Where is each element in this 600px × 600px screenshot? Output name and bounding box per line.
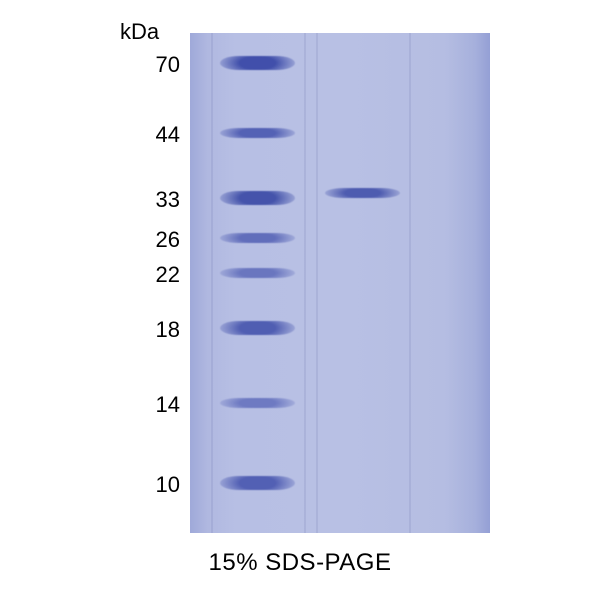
gel-background bbox=[190, 33, 490, 533]
marker-label: 44 bbox=[120, 122, 180, 148]
ladder-band bbox=[220, 476, 295, 490]
marker-label: 70 bbox=[120, 52, 180, 78]
marker-label: 33 bbox=[120, 187, 180, 213]
figure-caption: 15% SDS-PAGE bbox=[209, 549, 392, 577]
lane-edge bbox=[409, 33, 411, 533]
ladder-band bbox=[220, 191, 295, 205]
figure-frame: kDa 70 44 33 26 22 18 14 10 15 bbox=[0, 0, 600, 600]
axis-unit-label: kDa bbox=[120, 19, 159, 45]
ladder-band bbox=[220, 56, 295, 70]
lane-edge bbox=[316, 33, 318, 533]
ladder-band bbox=[220, 233, 295, 243]
ladder-band bbox=[220, 268, 295, 278]
ladder-band bbox=[220, 321, 295, 335]
ladder-band bbox=[220, 128, 295, 138]
marker-label: 22 bbox=[120, 262, 180, 288]
ladder-band bbox=[220, 398, 295, 408]
marker-label: 14 bbox=[120, 392, 180, 418]
gel-slab bbox=[190, 33, 490, 533]
lane-edge bbox=[211, 33, 213, 533]
lane-edge bbox=[304, 33, 306, 533]
marker-label: 26 bbox=[120, 227, 180, 253]
marker-label: 10 bbox=[120, 472, 180, 498]
gel-area: kDa 70 44 33 26 22 18 14 10 bbox=[90, 23, 510, 543]
marker-label: 18 bbox=[120, 317, 180, 343]
sample-band bbox=[325, 188, 400, 198]
